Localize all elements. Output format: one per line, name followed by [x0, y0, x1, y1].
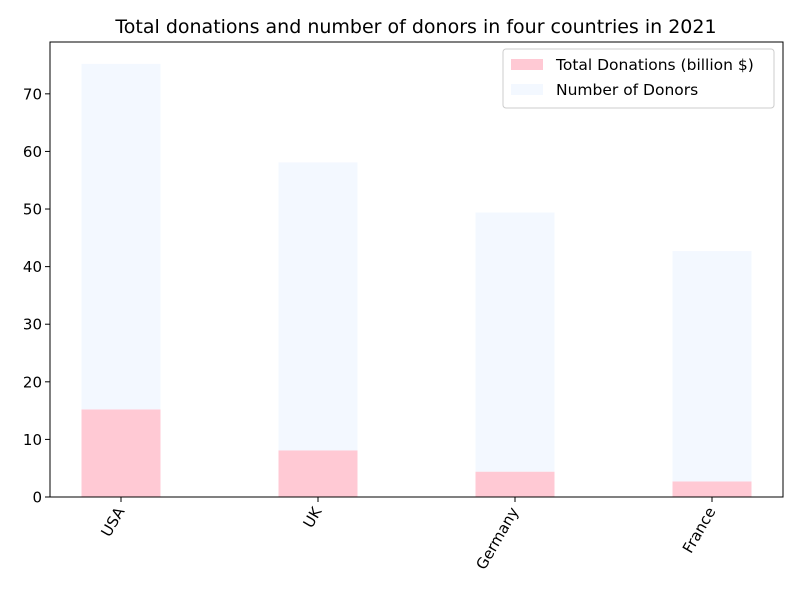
bar-usa-series-2 — [81, 63, 161, 410]
x-axis: USA UK Germany France — [97, 497, 719, 573]
y-tick-label: 50 — [23, 201, 42, 219]
y-tick-label: 40 — [23, 258, 42, 276]
bar-france-series-1 — [672, 481, 752, 497]
y-tick-label: 20 — [23, 373, 42, 391]
bar-germany-series-2 — [475, 212, 555, 472]
x-tick-label: USA — [97, 503, 128, 540]
x-tick-label: UK — [299, 503, 326, 531]
bars-layer — [81, 63, 752, 497]
legend-swatch — [511, 84, 543, 95]
legend-label: Total Donations (billion $) — [555, 56, 754, 74]
y-tick-label: 0 — [32, 489, 42, 507]
bar-germany-series-1 — [475, 471, 555, 497]
legend-label: Number of Donors — [556, 81, 698, 99]
chart-title: Total donations and number of donors in … — [114, 16, 716, 38]
bar-uk-series-2 — [278, 162, 358, 451]
x-tick-label: Germany — [472, 504, 522, 573]
bar-france-series-2 — [672, 251, 752, 482]
y-tick-label: 60 — [23, 143, 42, 161]
y-axis: 0 10 20 30 40 50 60 70 — [23, 85, 50, 507]
x-tick-label: France — [679, 504, 720, 556]
legend-swatch — [511, 59, 543, 70]
legend: Total Donations (billion $) Number of Don… — [502, 48, 775, 109]
y-tick-label: 70 — [23, 85, 42, 103]
y-tick-label: 10 — [23, 431, 42, 449]
legend-box — [502, 48, 775, 109]
bar-usa-series-1 — [81, 409, 161, 497]
bar-uk-series-1 — [278, 450, 358, 497]
y-tick-label: 30 — [23, 316, 42, 334]
plot-frame — [49, 41, 784, 498]
